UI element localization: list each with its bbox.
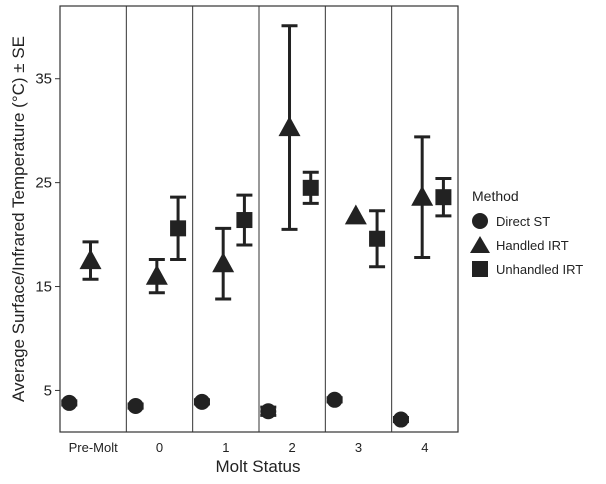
legend-label: Unhandled IRT bbox=[496, 261, 584, 277]
y-tick-label: 15 bbox=[35, 279, 52, 296]
legend-item-unhandled-irt: Unhandled IRT bbox=[468, 257, 583, 281]
x-tick-label: 1 bbox=[222, 440, 229, 455]
data-point-circle bbox=[127, 398, 144, 415]
data-point-triangle bbox=[212, 252, 235, 273]
triangle-icon bbox=[468, 233, 492, 257]
legend: Method Direct ST Handled IRT Unhandled I… bbox=[468, 188, 583, 281]
x-tick-label: Pre-Molt bbox=[69, 440, 119, 455]
x-tick-label: 0 bbox=[156, 440, 163, 455]
y-axis-label: Average Surface/Infrared Temperature (°C… bbox=[9, 36, 28, 402]
data-point-triangle bbox=[145, 264, 168, 285]
legend-item-direct-st: Direct ST bbox=[468, 209, 583, 233]
x-tick-label: 3 bbox=[355, 440, 362, 455]
x-tick-label: 2 bbox=[289, 440, 296, 455]
y-tick-label: 25 bbox=[35, 175, 52, 192]
data-point-square bbox=[435, 189, 452, 206]
data-point-square bbox=[302, 179, 319, 196]
legend-label: Handled IRT bbox=[496, 237, 569, 253]
y-tick-label: 35 bbox=[35, 71, 52, 88]
data-point-square bbox=[369, 230, 386, 247]
x-axis-label: Molt Status bbox=[215, 457, 300, 476]
data-point-triangle bbox=[79, 249, 102, 270]
legend-label: Direct ST bbox=[496, 213, 551, 229]
y-tick-label: 5 bbox=[44, 382, 52, 399]
x-tick-label: 4 bbox=[421, 440, 428, 455]
data-point-square bbox=[170, 220, 187, 237]
data-point-triangle bbox=[278, 116, 301, 137]
legend-title: Method bbox=[472, 188, 519, 204]
legend-item-handled-irt: Handled IRT bbox=[468, 233, 583, 257]
square-icon bbox=[468, 257, 492, 281]
data-point-circle bbox=[193, 393, 210, 410]
circle-icon bbox=[468, 209, 492, 233]
data-point-circle bbox=[326, 391, 343, 408]
data-point-triangle bbox=[411, 185, 434, 206]
data-point-circle bbox=[61, 394, 78, 411]
data-point-square bbox=[236, 212, 253, 229]
data-point-circle bbox=[260, 403, 277, 420]
data-point-triangle bbox=[344, 204, 367, 225]
data-point-circle bbox=[392, 411, 409, 428]
